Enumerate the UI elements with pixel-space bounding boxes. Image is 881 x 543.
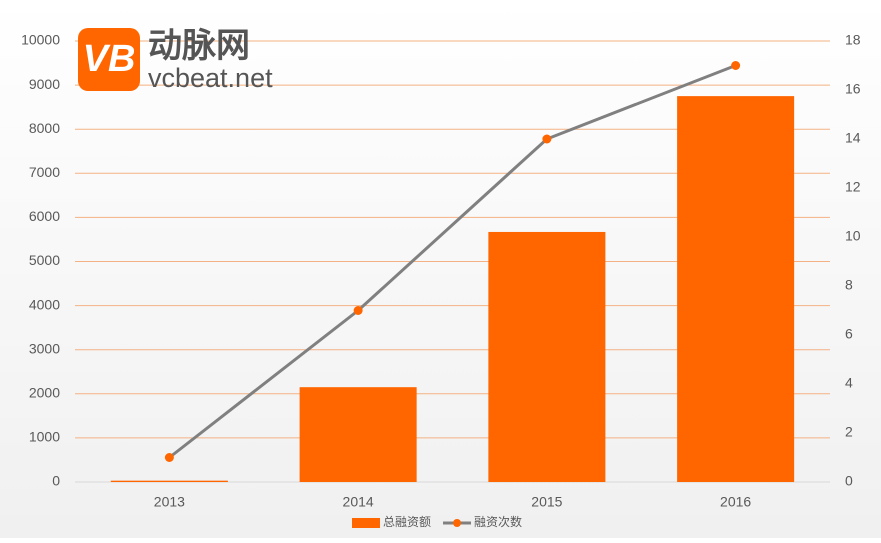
y2-tick-label: 16 [845,81,861,97]
legend-item: 融资次数 [443,514,522,529]
line-marker [542,134,552,144]
y2-tick-label: 0 [845,473,853,489]
y2-tick-label: 6 [845,326,853,342]
line-marker [353,306,363,315]
legend-marker [453,519,462,527]
y-tick-label: 6000 [29,208,60,224]
bar [677,96,795,482]
y-tick-label: 7000 [29,164,60,180]
legend-label: 总融资额 [383,515,431,529]
legend-label: 融资次数 [474,514,522,529]
logo: VB 动脉网 vcbeat.net [78,27,273,93]
y2-tick-label: 2 [845,424,853,440]
y-tick-label: 1000 [29,429,60,445]
x-tick-label: 2016 [720,494,751,510]
y-tick-label: 9000 [29,76,60,92]
y-tick-label: 2000 [29,385,60,401]
x-tick-label: 2013 [154,494,185,510]
bar [110,480,228,482]
y2-tick-label: 8 [845,277,853,293]
logo-mark-bg [78,28,140,91]
line [168,64,737,459]
y-tick-label: 4000 [29,296,60,312]
y2-tick-label: 12 [845,179,861,195]
y-tick-label: 8000 [29,120,60,136]
y2-tick-label: 14 [845,130,861,146]
x-tick-label: 2015 [531,494,562,510]
y-tick-label: 0 [52,473,60,489]
y-tick-label: 3000 [29,340,60,356]
logo-mark: VB [83,38,136,80]
x-tick-label: 2014 [343,494,374,510]
y2-tick-label: 10 [845,228,861,244]
y2-tick-label: 18 [845,32,861,48]
line-marker [164,453,174,462]
bar [299,387,417,482]
line-marker [731,61,741,70]
logo-name: 动脉网 [148,27,250,65]
y-tick-label: 5000 [29,252,60,268]
bar [488,231,606,482]
y2-tick-label: 4 [845,375,853,391]
legend-swatch [352,518,380,528]
legend-item: 总融资额 [352,515,431,529]
y-tick-label: 10000 [21,32,60,48]
logo-site: vcbeat.net [148,63,273,93]
